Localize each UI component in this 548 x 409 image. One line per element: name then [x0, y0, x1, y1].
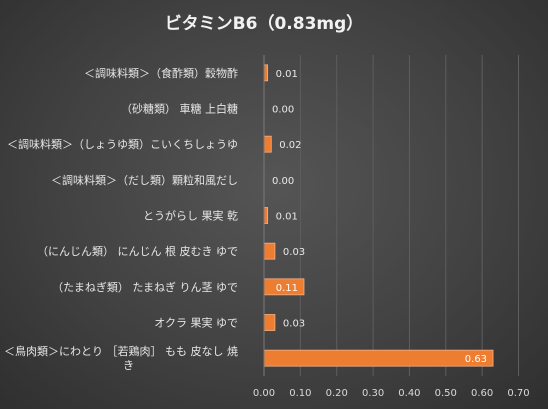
data-label: 0.11 [276, 283, 298, 294]
data-label: 0.00 [272, 176, 294, 187]
x-tick-label: 0.50 [435, 388, 457, 399]
category-label: ＜鳥肉類＞にわとり ［若鶏肉］ もも 皮なし 焼き [4, 344, 238, 372]
x-tick-label: 0.00 [253, 388, 275, 399]
category-label: （にんじん類） にんじん 根 皮むき ゆで [37, 244, 238, 258]
data-label: 0.01 [276, 212, 298, 223]
category-label: ＜調味料類＞（しょうゆ類）こいくちしょうゆ [7, 137, 238, 151]
bar [263, 314, 276, 331]
x-tick-label: 0.40 [398, 388, 420, 399]
bar [263, 207, 269, 224]
x-tick-label: 0.70 [507, 388, 529, 399]
data-label: 0.63 [465, 354, 487, 365]
x-tick-label: 0.10 [289, 388, 311, 399]
chart-title: ビタミンB6（0.83mg） [165, 13, 364, 34]
category-label: （たまねぎ類） たまねぎ りん茎 ゆで [52, 280, 238, 294]
category-label: （砂糖類） 車糖 上白糖 [121, 102, 238, 116]
bar [263, 349, 494, 367]
data-label: 0.03 [283, 319, 305, 330]
category-label: オクラ 果実 ゆで [154, 316, 238, 330]
data-label: 0.01 [276, 69, 298, 80]
category-label: とうがらし 果実 乾 [143, 209, 238, 223]
category-label: ＜調味料類＞（食酢類）穀物酢 [84, 66, 238, 80]
x-tick-label: 0.60 [471, 388, 493, 399]
bar [263, 64, 269, 82]
category-label: ＜調味料類＞（だし類）顆粒和風だし [51, 173, 238, 187]
bar [263, 135, 272, 153]
x-tick-label: 0.30 [362, 388, 384, 399]
data-label: 0.03 [283, 247, 305, 258]
bar [263, 242, 276, 260]
data-label: 0.02 [279, 140, 301, 151]
x-tick-label: 0.20 [326, 388, 348, 399]
data-label: 0.00 [272, 105, 294, 116]
